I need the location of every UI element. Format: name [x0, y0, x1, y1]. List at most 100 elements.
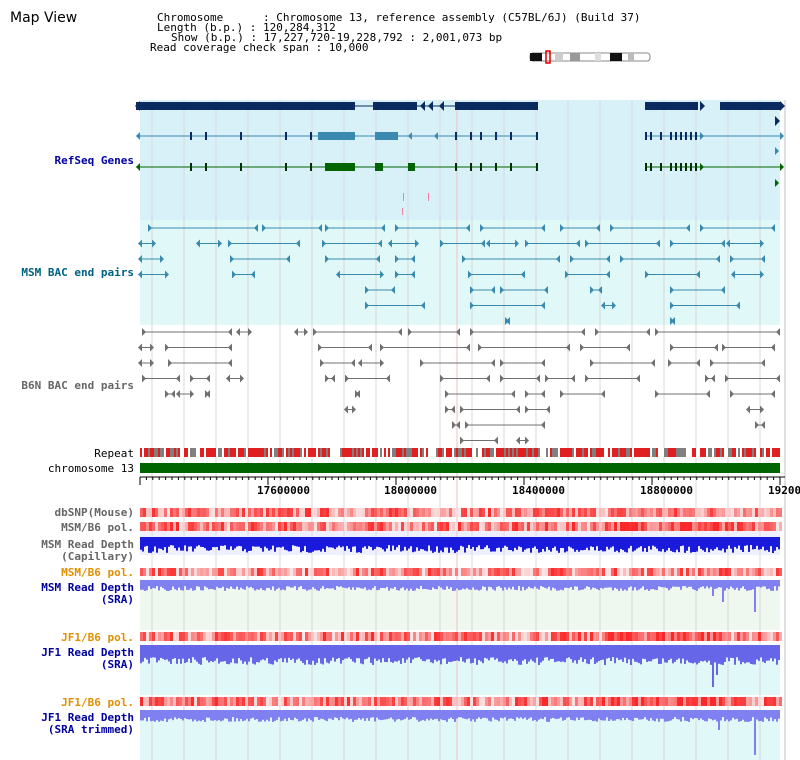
msm-depth-sra-bar [218, 580, 220, 589]
track-label-msm-bac-end-pairs[interactable]: MSM BAC end pairs [21, 266, 134, 279]
jf1-b6-pol2-heat-cell [338, 697, 341, 706]
msm-b6-pol-heat-cell [683, 522, 686, 531]
msm-b6-pol-heat-cell [671, 522, 674, 531]
jf1-depth-trim-bar [632, 710, 634, 722]
strand-arrow [775, 116, 780, 126]
msm-depth-cap-bar [756, 537, 758, 546]
msm-b6-pol-heat-cell [551, 522, 554, 531]
msm-depth-cap-bar [264, 537, 266, 547]
jf1-depth-trim-bar [248, 710, 250, 722]
jf1-depth-sra-bar [570, 645, 572, 660]
msm-depth-cap-bar [386, 537, 388, 549]
jf1-b6-pol-heat-cell [773, 632, 776, 641]
msm-bac-pair-end [421, 301, 425, 310]
msm-depth-cap-bar [274, 537, 276, 552]
jf1-b6-pol-heat-cell [581, 632, 584, 641]
msm-depth-sra-bar [694, 580, 696, 591]
msm-depth-cap-bar [506, 537, 508, 547]
msm-depth-cap-bar [160, 537, 162, 549]
msm-depth-cap-bar [320, 537, 322, 552]
jf1-depth-trim-bar [652, 710, 654, 721]
track-label-refseq-genes[interactable]: RefSeq Genes [54, 154, 134, 167]
msm-depth-sra-bar [700, 580, 702, 588]
msm-depth-cap-bar [232, 537, 234, 551]
jf1-depth-sra-bar [642, 645, 644, 659]
b6n-bac-pair-end [511, 390, 515, 398]
jf1-depth-trim-bar [682, 710, 684, 718]
jf1-depth-trim-bar [674, 710, 676, 718]
jf1-depth-sra-bar [748, 645, 750, 663]
msm-depth-cap-bar [688, 537, 690, 547]
dbsnp-heat-cell [155, 508, 158, 517]
msm-b6-pol-heat-cell [650, 522, 653, 531]
repeat-segment [300, 448, 302, 457]
dbsnp-heat-cell [467, 508, 470, 517]
jf1-b6-pol-heat-cell [764, 632, 767, 641]
jf1-b6-pol2-heat-cell [569, 697, 572, 706]
msm-depth-sra-bar [332, 580, 334, 589]
msm-depth-cap-bar [440, 537, 442, 551]
msm-bac-pair-end [606, 270, 610, 279]
jf1-b6-pol2-heat-cell [530, 697, 533, 706]
jf1-depth-sra-bar [546, 645, 548, 658]
dbsnp-heat-cell [779, 508, 782, 517]
jf1-b6-pol2-heat-cell [689, 697, 692, 706]
jf1-depth-sra-bar [544, 645, 546, 658]
jf1-b6-pol-heat-cell [767, 632, 770, 641]
msm-b6-pol-heat-cell [320, 522, 323, 531]
msm-depth-sra-bar [234, 580, 236, 590]
b6n-bac-pair-end [494, 436, 498, 445]
jf1-depth-trim-bar [150, 710, 152, 722]
msm-b6-pol2-heat-cell [149, 568, 152, 576]
gene-exon [660, 132, 662, 140]
jf1-depth-sra-bar [378, 645, 380, 660]
repeat-segment [254, 448, 256, 457]
msm-depth-cap-bar [702, 537, 704, 551]
msm-b6-pol-heat-cell [197, 522, 200, 531]
msm-depth-sra-bar [342, 580, 344, 588]
jf1-b6-pol2-heat-cell [488, 697, 491, 706]
msm-b6-pol-heat-cell [179, 522, 182, 531]
msm-b6-pol2-heat-cell [428, 568, 431, 576]
msm-bac-pair-end [760, 270, 764, 279]
jf1-b6-pol-heat-cell [344, 632, 347, 641]
msm-b6-pol-heat-cell [308, 522, 311, 531]
jf1-b6-pol-heat-cell [665, 632, 668, 641]
track-label-b6n-bac-end-pairs[interactable]: B6N BAC end pairs [21, 379, 134, 392]
msm-b6-pol-heat-cell [269, 522, 272, 531]
msm-depth-sra-bar [716, 580, 718, 589]
jf1-depth-trim-bar [210, 710, 212, 721]
b6n-bac-pair-end [465, 421, 469, 429]
repeat-segment [258, 448, 260, 457]
msm-depth-cap-bar [212, 537, 214, 548]
jf1-depth-trim-bar [372, 710, 374, 718]
jf1-depth-trim-bar [716, 710, 718, 722]
msm-bac-pair-end [391, 286, 395, 294]
dbsnp-heat-cell [392, 508, 395, 517]
track-label-msm-b6-pol-2: MSM/B6 pol. [61, 566, 134, 579]
repeat-segment [274, 448, 276, 457]
msm-depth-sra-bar [368, 580, 370, 590]
gene-exon [190, 132, 192, 140]
msm-depth-sra-bar [656, 580, 658, 591]
msm-bac-pair-end [500, 286, 504, 294]
msm-bac-pair-end [670, 239, 674, 248]
repeat-segment [400, 448, 402, 457]
repeat-segment [648, 448, 650, 457]
jf1-depth-trim-bar [506, 710, 508, 721]
msm-bac-pair-end [521, 270, 525, 279]
msm-b6-pol-heat-cell [140, 522, 143, 531]
dbsnp-heat-cell [371, 508, 374, 517]
dbsnp-heat-cell [587, 508, 590, 517]
repeat-segment [604, 448, 606, 457]
jf1-depth-sra-bar [356, 645, 358, 659]
jf1-depth-sra-bar [738, 645, 740, 661]
jf1-b6-pol2-heat-cell [242, 697, 245, 706]
repeat-segment [670, 448, 672, 457]
dbsnp-heat-cell [671, 508, 674, 517]
repeat-segment [208, 448, 210, 457]
jf1-depth-sra-bar [740, 645, 742, 665]
msm-depth-sra-bar [176, 580, 178, 591]
b6n-bac-pair-end [171, 390, 175, 398]
